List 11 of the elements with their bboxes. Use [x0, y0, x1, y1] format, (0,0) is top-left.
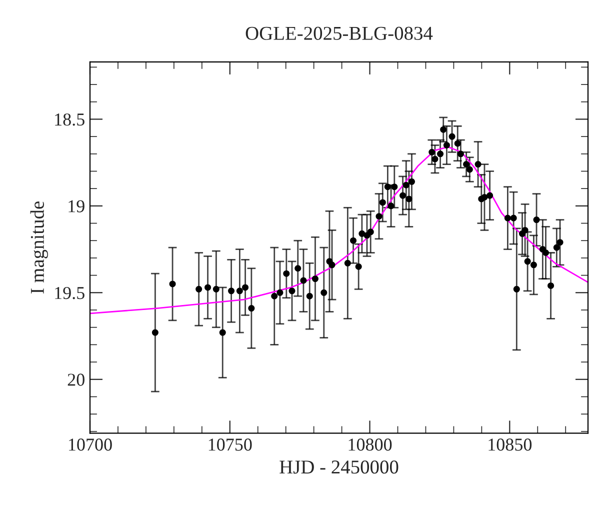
y-tick-label: 20: [68, 374, 84, 386]
y-tick-label: 19.5: [55, 286, 84, 300]
y-tick-label: 18.5: [55, 113, 84, 126]
chart-title: OGLE-2025-BLG-0834: [246, 26, 433, 40]
x-tick-label: 10850: [488, 438, 532, 451]
x-tick-label: 10800: [348, 438, 392, 451]
y-axis-title: I magnitude: [30, 202, 48, 294]
x-tick-label: 10750: [208, 438, 252, 451]
x-tick-label: 10700: [69, 438, 112, 451]
y-tick-label: 19: [68, 200, 84, 212]
x-axis-title: HJD - 2450000: [280, 460, 398, 474]
